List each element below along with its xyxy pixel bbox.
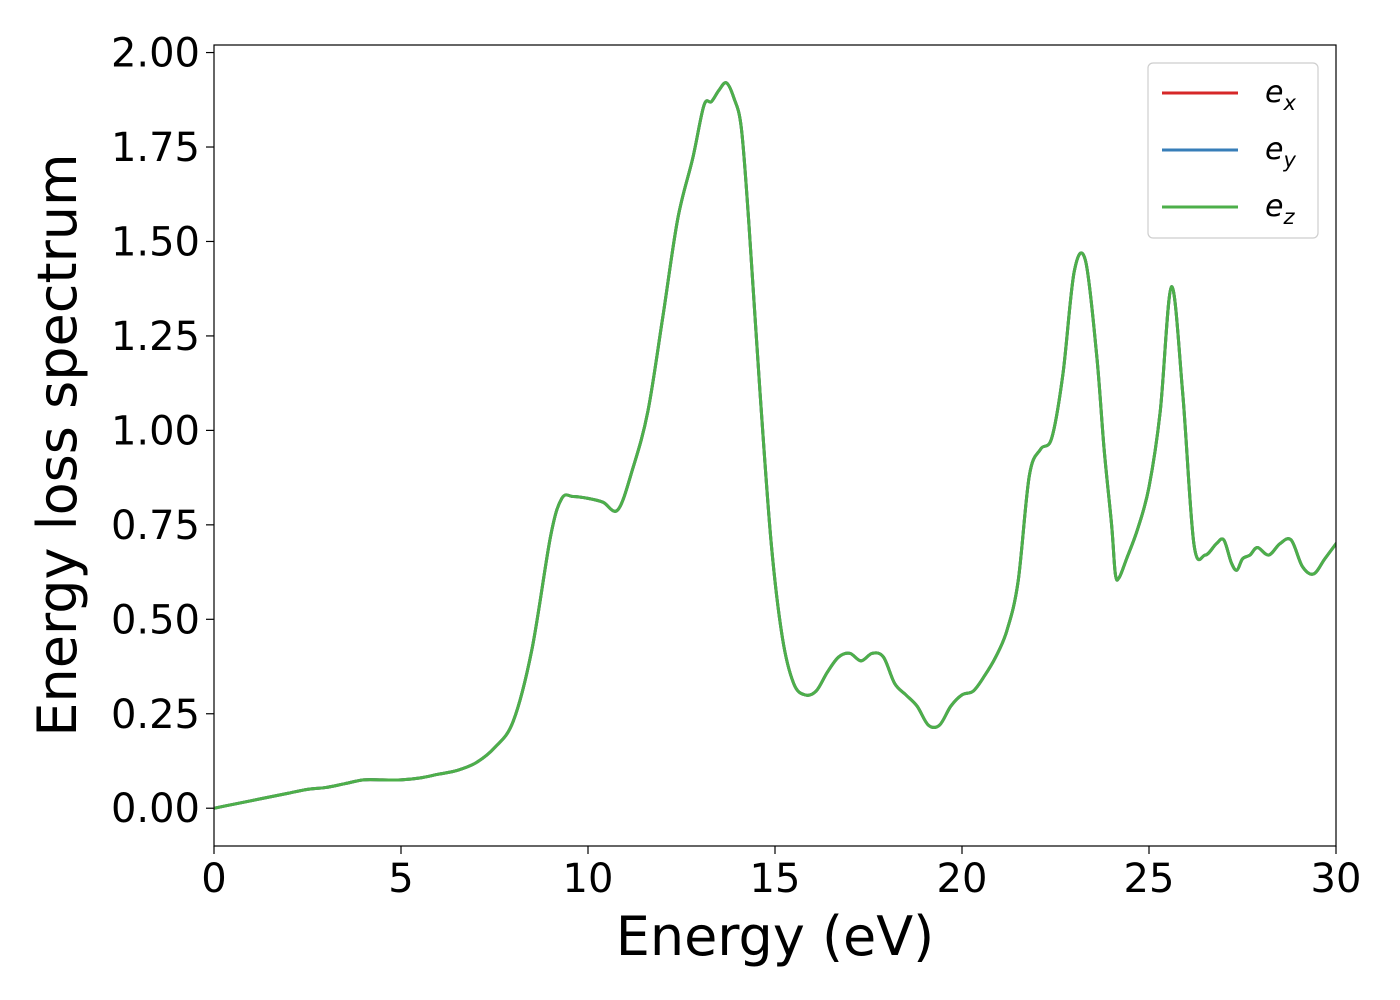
y-tick-label: 1.00: [111, 408, 200, 454]
y-axis-label: Energy loss spectrum: [26, 153, 89, 736]
x-tick-label: 0: [201, 856, 226, 902]
y-axis: 0.00 0.25 0.50 0.75 1.00 1.25 1.50 1.75 2.00: [111, 31, 214, 832]
x-tick-label: 15: [750, 856, 801, 902]
x-axis: 0 5 10 15 20 25 30: [201, 846, 1361, 902]
x-tick-label: 30: [1311, 856, 1362, 902]
y-tick-label: 0.50: [111, 597, 200, 643]
y-tick-label: 1.50: [111, 219, 200, 265]
series-line-ez: [214, 81, 1336, 810]
x-axis-label: Energy (eV): [616, 905, 935, 968]
legend: ex ey ez: [1147, 62, 1319, 239]
legend-label-ez: ez: [1265, 189, 1295, 229]
series-layer: [214, 81, 1336, 810]
legend-label-ey: ey: [1265, 132, 1296, 172]
y-tick-label: 2.00: [111, 31, 200, 77]
x-tick-label: 25: [1124, 856, 1175, 902]
y-tick-label: 0.00: [111, 786, 200, 832]
x-tick-label: 20: [937, 856, 988, 902]
x-tick-label: 5: [388, 856, 413, 902]
x-tick-label: 10: [563, 856, 614, 902]
y-tick-label: 0.75: [111, 503, 200, 549]
y-tick-label: 0.25: [111, 692, 200, 738]
legend-label-ex: ex: [1265, 75, 1296, 115]
y-tick-label: 1.75: [111, 125, 200, 171]
y-tick-label: 1.25: [111, 314, 200, 360]
